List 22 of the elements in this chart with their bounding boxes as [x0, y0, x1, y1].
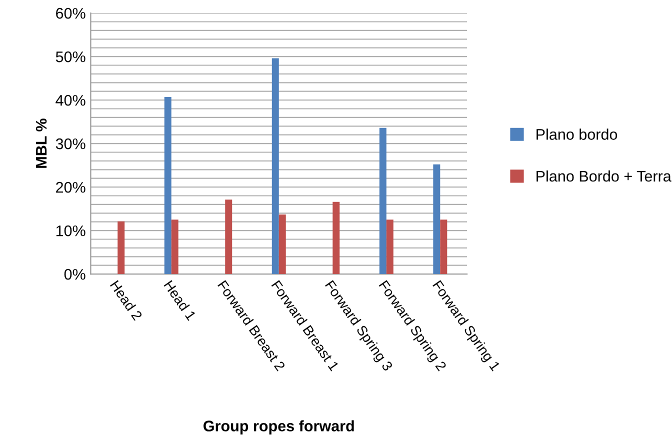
- bar: [433, 164, 440, 274]
- legend-label: Plano bordo: [536, 128, 618, 140]
- bar: [272, 58, 279, 274]
- bar: [386, 220, 394, 274]
- bar: [278, 214, 286, 274]
- y-tick-label: 30%: [56, 138, 86, 150]
- y-tick-label: 0%: [64, 268, 86, 280]
- y-tick-label: 40%: [56, 94, 86, 106]
- bar: [225, 200, 232, 274]
- legend-label: Plano Bordo + Terra: [536, 170, 672, 182]
- y-tick-label: 50%: [56, 51, 86, 62]
- bar: [171, 220, 178, 274]
- bar: [164, 97, 172, 274]
- bar: [440, 220, 448, 274]
- y-tick-label: 60%: [56, 8, 86, 19]
- bar: [332, 202, 340, 274]
- x-axis-title: Group ropes forward: [204, 420, 354, 434]
- bar: [118, 221, 125, 274]
- y-axis-title: MBL %: [36, 118, 47, 168]
- y-tick-label: 20%: [56, 182, 86, 193]
- bar: [379, 128, 386, 274]
- y-tick-label: 10%: [56, 225, 86, 236]
